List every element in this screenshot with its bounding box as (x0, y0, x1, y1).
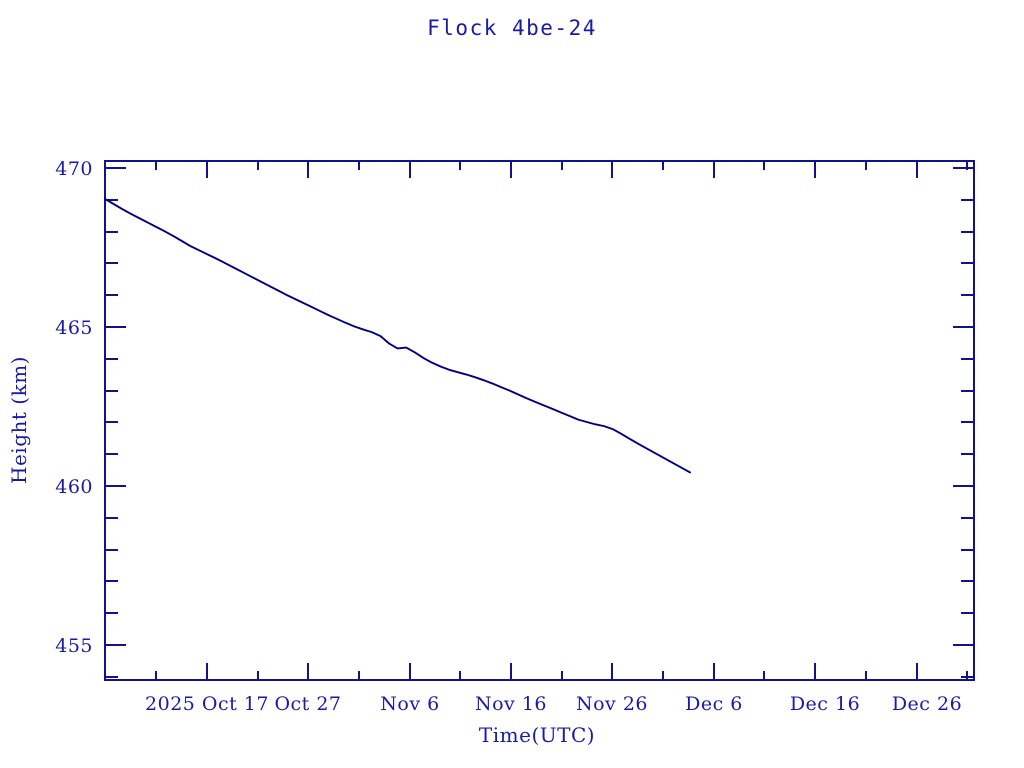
y-axis-right-ticks (953, 167, 974, 678)
x-tick-label-0: 2025 Oct 17 (145, 693, 269, 715)
y-axis-minor-ticks (105, 199, 118, 678)
x-tick-label-7: Dec 26 (892, 693, 962, 715)
x-tick-label-6: Dec 16 (790, 693, 860, 715)
y-tick-label-455: 455 (55, 635, 93, 657)
y-axis-title: Height (km) (7, 356, 31, 484)
x-tick-label-3: Nov 16 (475, 693, 547, 715)
y-tick-label-470: 470 (55, 158, 93, 180)
y-tick-label-460: 460 (55, 476, 93, 498)
y-tick-label-465: 465 (55, 317, 93, 339)
x-axis-bottom-ticks (155, 663, 968, 680)
x-tick-label-5: Dec 6 (685, 693, 743, 715)
x-tick-label-1: Oct 27 (274, 693, 341, 715)
height-decay-curve (104, 198, 692, 474)
y-axis-major-ticks (105, 167, 126, 646)
x-axis-title: Time(UTC) (479, 723, 595, 747)
x-tick-label-4: Nov 26 (576, 693, 648, 715)
x-tick-label-2: Nov 6 (380, 693, 439, 715)
x-axis-top-ticks (155, 161, 968, 178)
plot-frame (104, 160, 975, 681)
chart-title: Flock 4be-24 (427, 16, 597, 40)
